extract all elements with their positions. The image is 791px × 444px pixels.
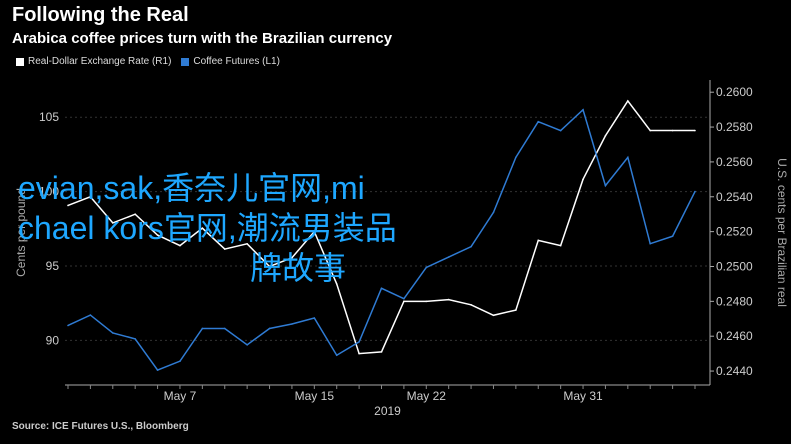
data-point [223, 248, 226, 250]
data-point [134, 213, 136, 215]
data-point [223, 327, 226, 330]
data-point [492, 211, 495, 214]
right-tick-label: 0.2500 [716, 259, 753, 273]
data-point [582, 108, 584, 111]
chart-title: Following the Real [12, 4, 189, 26]
data-point [156, 369, 159, 371]
data-point [335, 354, 338, 357]
left-tick-label: 105 [39, 110, 59, 124]
data-point [156, 234, 159, 236]
data-point [447, 256, 450, 258]
right-axis-label: U.S. cents per Brazilian real [775, 158, 789, 307]
data-point [627, 100, 629, 102]
data-point [268, 265, 271, 268]
overlay-line: chael kors官网,潮流男装品 [18, 210, 397, 246]
legend-swatch-white [16, 57, 24, 66]
right-tick-label: 0.2580 [716, 120, 753, 134]
right-tick-label: 0.2460 [716, 329, 753, 343]
tick-labels: 90 95 100 105 0.2440 0.2460 0.2480 0.2500 0.2520… [39, 85, 753, 403]
left-tick-label: 100 [39, 185, 59, 199]
left-tick-label: 90 [46, 333, 60, 347]
data-point [537, 120, 540, 123]
data-point [380, 287, 383, 290]
data-point [268, 327, 271, 330]
x-axis-label: 2019 [374, 404, 401, 418]
data-point [694, 129, 696, 132]
data-point [425, 300, 428, 303]
series-lines [67, 99, 696, 372]
data-point [492, 314, 495, 317]
chart-legend: Real-Dollar Exchange Rate (R1) Coffee Fu… [16, 56, 280, 67]
x-tick-label: May 22 [407, 389, 447, 403]
legend-label: Real-Dollar Exchange Rate (R1) [28, 56, 172, 67]
data-point [627, 156, 629, 159]
data-point [537, 239, 540, 242]
data-point [179, 360, 181, 362]
data-point [291, 256, 293, 259]
right-tick-label: 0.2440 [716, 364, 753, 378]
data-point [67, 324, 69, 327]
data-point [89, 314, 92, 316]
data-point [447, 298, 450, 301]
x-tick-label: May 15 [295, 389, 335, 403]
data-point [313, 230, 316, 233]
data-point [604, 184, 607, 187]
data-point [358, 341, 360, 343]
right-tick-label: 0.2480 [716, 294, 753, 308]
overlay-line: 牌故事 [249, 250, 346, 286]
data-point [403, 300, 405, 303]
data-point [67, 204, 69, 207]
right-tick-label: 0.2560 [716, 155, 753, 169]
data-point [470, 245, 472, 248]
right-tick-label: 0.2600 [716, 85, 753, 99]
data-point [671, 235, 674, 238]
chart-source: Source: ICE Futures U.S., Bloomberg [12, 421, 189, 432]
axes [65, 80, 714, 389]
data-point [201, 327, 204, 330]
data-point [358, 352, 360, 355]
data-point [582, 178, 584, 181]
legend-label: Coffee Futures (L1) [193, 56, 280, 67]
x-tick-label: May 7 [164, 389, 197, 403]
data-point [515, 309, 517, 311]
data-point [246, 344, 248, 346]
x-tick-label: May 31 [563, 389, 603, 403]
data-point [335, 283, 338, 285]
data-point [179, 244, 181, 247]
data-point [649, 242, 652, 245]
data-point [111, 222, 114, 224]
data-point [111, 332, 114, 334]
data-point [559, 244, 562, 247]
data-point [201, 227, 204, 229]
left-tick-label: 95 [46, 259, 60, 273]
data-point [671, 129, 674, 132]
data-point [425, 266, 428, 269]
overlay-line: evian,sak,香奈儿官网,mi [18, 170, 365, 206]
data-point [89, 195, 92, 198]
data-point [291, 323, 293, 325]
legend-item-exchange-rate: Real-Dollar Exchange Rate (R1) [16, 56, 171, 67]
data-point [134, 338, 136, 340]
data-point [403, 297, 405, 300]
watermark-overlay-text: evian,sak,香奈儿官网,mi chael kors官网,潮流男装品 牌故… [18, 168, 538, 288]
data-point [559, 129, 562, 132]
legend-swatch-blue [181, 57, 190, 66]
data-point [515, 156, 517, 159]
data-point [313, 317, 316, 319]
data-point [649, 129, 652, 132]
right-tick-label: 0.2520 [716, 225, 753, 239]
data-point [604, 134, 607, 137]
data-point [380, 351, 383, 353]
data-point [470, 304, 472, 306]
chart-subtitle: Arabica coffee prices turn with the Braz… [12, 30, 393, 47]
data-point [694, 190, 696, 193]
left-axis-label: Cents per pound [14, 188, 28, 277]
data-point [246, 243, 248, 245]
legend-item-coffee-futures: Coffee Futures (L1) [181, 56, 280, 67]
right-tick-label: 0.2540 [716, 190, 753, 204]
